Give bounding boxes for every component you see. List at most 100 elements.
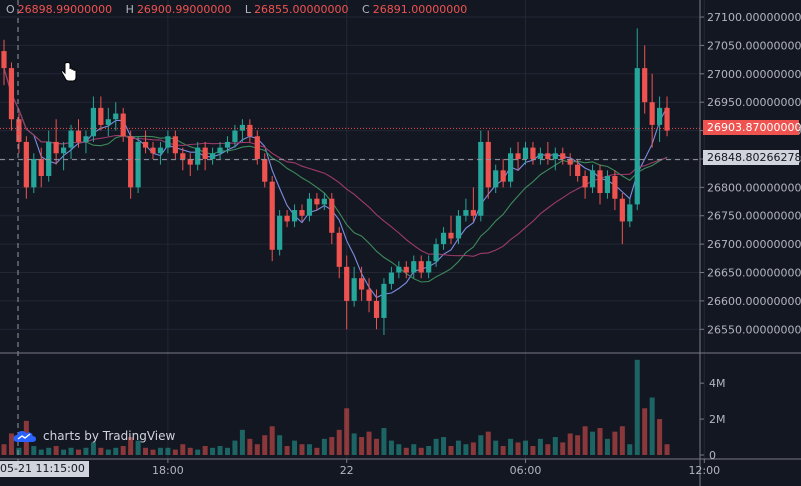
candle-body xyxy=(500,170,506,182)
volume-bar xyxy=(68,447,74,455)
close-label: C xyxy=(362,3,370,16)
ma-mid-line xyxy=(3,67,668,283)
volume-bar xyxy=(128,437,134,455)
volume-bar xyxy=(262,435,268,455)
volume-tick-label: 0 xyxy=(709,449,716,462)
candle-body xyxy=(172,136,178,154)
candle-body xyxy=(508,153,514,182)
volume-bar xyxy=(411,444,417,455)
volume-bar xyxy=(172,449,178,455)
candle-body xyxy=(187,158,193,165)
volume-bar xyxy=(306,444,312,455)
volume-bar xyxy=(649,397,655,455)
volume-bar xyxy=(98,447,104,455)
open-label: O xyxy=(6,3,15,16)
price-tick-label: 27000.00000000 xyxy=(707,68,801,81)
candle-body xyxy=(239,124,245,131)
candle-body xyxy=(269,181,275,250)
volume-bar xyxy=(418,447,424,455)
candle-body xyxy=(359,278,365,290)
candle-body xyxy=(105,119,111,125)
candle-body xyxy=(247,124,253,137)
time-tick-label: 22 xyxy=(340,464,354,477)
candle-body xyxy=(418,261,424,273)
candle-body xyxy=(202,147,208,159)
volume-bar xyxy=(247,438,253,455)
candle-body xyxy=(522,147,529,159)
candle-body xyxy=(463,210,469,216)
volume-bar xyxy=(500,446,506,455)
tradingview-watermark[interactable]: charts by TradingView xyxy=(12,428,175,444)
volume-bar xyxy=(150,449,156,455)
volume-bar xyxy=(597,428,603,455)
low-label: L xyxy=(244,3,252,16)
volume-bar xyxy=(254,444,260,455)
candle-body xyxy=(262,158,268,182)
candle-body xyxy=(403,266,409,273)
volume-bar xyxy=(441,437,447,455)
candle-body xyxy=(142,141,149,148)
volume-bar xyxy=(38,449,44,455)
volume-bar xyxy=(299,444,305,455)
volume-bar xyxy=(232,440,238,455)
high-value: 26900.99000000 xyxy=(136,3,232,16)
volume-bar xyxy=(634,359,640,455)
volume-bar xyxy=(493,440,499,455)
candle-body xyxy=(90,107,96,137)
candle-body xyxy=(470,210,476,216)
volume-bar xyxy=(552,437,558,455)
volume-bar xyxy=(120,446,126,455)
candle-body xyxy=(545,153,551,159)
candle-body xyxy=(329,198,335,233)
ohlc-legend: O 26898.99000000 H 26900.99000000 L 26855.0… xyxy=(6,3,477,16)
volume-bar xyxy=(575,435,581,455)
volume-bar xyxy=(314,447,320,455)
candle-body xyxy=(575,164,581,176)
volume-bar xyxy=(515,442,521,455)
volume-bar xyxy=(351,433,357,455)
candle-body xyxy=(530,147,536,159)
candle-body xyxy=(411,261,417,273)
candle-body xyxy=(396,266,402,273)
candle-body xyxy=(232,130,238,142)
candle-body xyxy=(254,136,260,159)
candle-body xyxy=(388,272,394,284)
candle-body xyxy=(642,68,648,103)
last-price-tag: 26903.87000000 xyxy=(703,120,801,135)
volume-bar xyxy=(463,444,469,455)
low-value: 26855.00000000 xyxy=(254,3,349,16)
time-tick-label: 06:00 xyxy=(510,464,542,477)
high-label: H xyxy=(125,3,134,16)
candle-body xyxy=(455,215,462,239)
volume-bar xyxy=(567,433,573,455)
price-tick-label: 26800.00000000 xyxy=(707,181,801,194)
volume-bar xyxy=(321,438,327,455)
volume-bar xyxy=(560,442,566,455)
volume-bar xyxy=(1,444,7,455)
volume-bar xyxy=(336,429,342,455)
candle-body xyxy=(61,147,67,154)
volume-bar xyxy=(582,426,588,455)
candle-body xyxy=(627,204,633,222)
volume-bar xyxy=(627,444,633,455)
volume-bar xyxy=(239,429,245,455)
volume-bar xyxy=(374,438,379,455)
price-tick-label: 26600.00000000 xyxy=(707,295,801,308)
volume-bar xyxy=(612,431,618,455)
candle-body xyxy=(83,136,89,142)
ma-slow-line xyxy=(3,67,668,257)
candlestick-series xyxy=(1,28,670,335)
candle-body xyxy=(75,130,82,142)
price-tick-label: 27050.00000000 xyxy=(707,39,801,52)
volume-bar xyxy=(604,438,610,455)
volume-bar xyxy=(277,435,283,455)
candle-body xyxy=(299,210,305,216)
volume-bar xyxy=(366,431,372,455)
volume-bar xyxy=(90,442,96,455)
price-tick-label: 26650.00000000 xyxy=(707,267,801,280)
volume-bar xyxy=(642,408,648,455)
volume-tick-label: 4M xyxy=(709,377,726,390)
candle-body xyxy=(440,232,447,245)
